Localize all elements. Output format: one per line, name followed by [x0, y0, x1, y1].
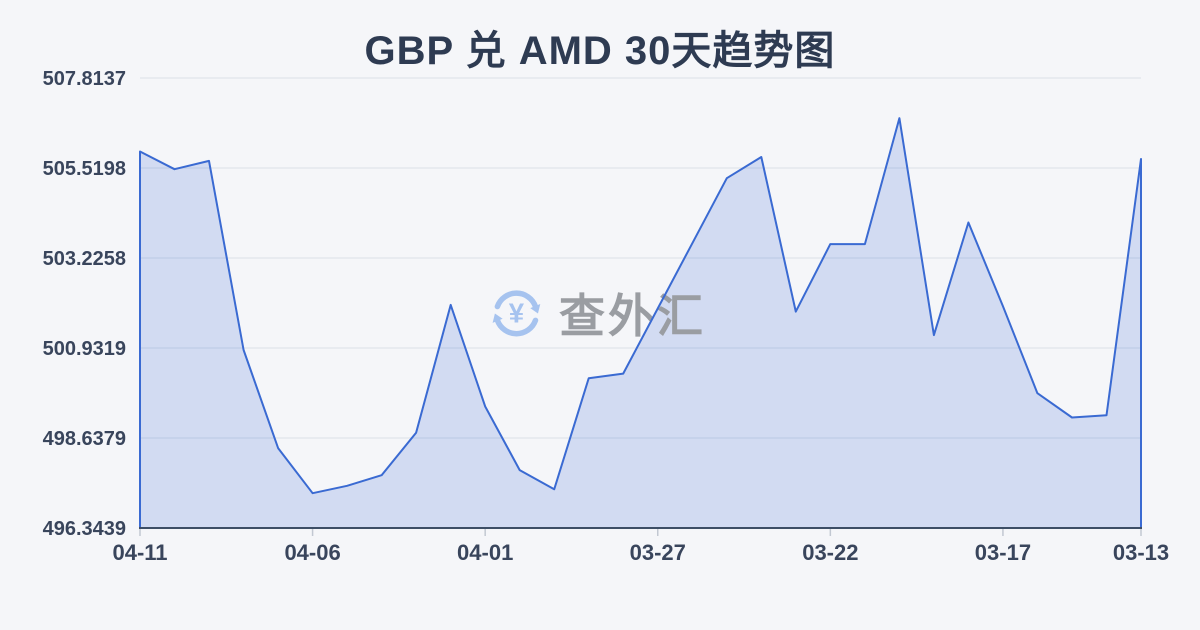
x-axis-label: 03-13: [1113, 540, 1169, 565]
y-axis-label: 496.3439: [43, 518, 126, 540]
x-axis-label: 03-27: [630, 540, 686, 565]
x-axis-label: 04-06: [284, 540, 340, 565]
y-axis-label: 498.6379: [43, 428, 126, 450]
y-axis-label: 503.2258: [43, 248, 126, 270]
y-axis-label: 505.5198: [43, 158, 126, 180]
currency-refresh-icon: ¥: [492, 290, 541, 337]
axis-labels: 507.8137 505.5198 503.2258 500.9319 498.6379…: [43, 68, 1170, 565]
page-title: GBP 兑 AMD 30天趋势图: [364, 29, 836, 73]
x-axis-label: 04-01: [457, 540, 513, 565]
y-axis-label: 507.8137: [43, 68, 126, 90]
trend-line: [139, 117, 1142, 529]
x-axis-label: 03-22: [802, 540, 858, 565]
yen-icon: ¥: [509, 298, 525, 329]
watermark-text: 查外汇: [559, 290, 706, 342]
x-axis-label: 03-17: [975, 540, 1031, 565]
axis-ticks: [139, 529, 1142, 536]
watermark: ¥ 查外汇: [492, 290, 706, 342]
y-axis-label: 500.9319: [43, 338, 126, 360]
area-fill: [140, 118, 1141, 528]
x-axis-label: 04-11: [112, 540, 167, 565]
gridlines: [140, 77, 1141, 439]
